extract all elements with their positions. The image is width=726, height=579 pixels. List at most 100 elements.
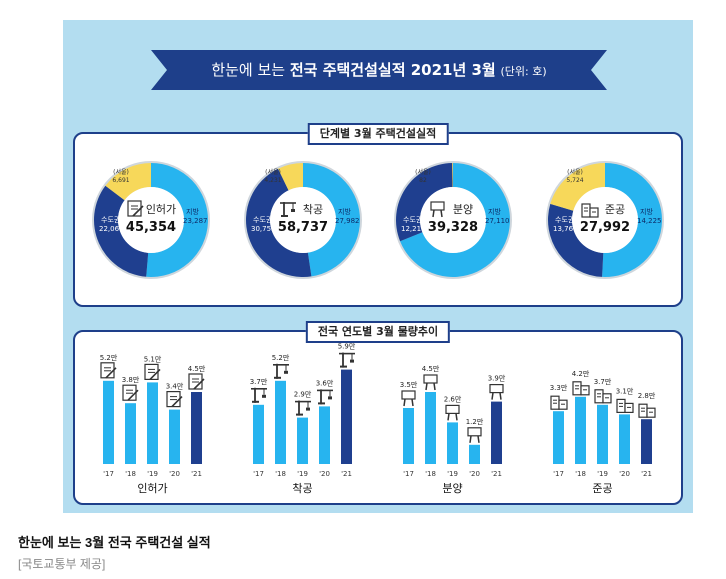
crane-icon — [273, 363, 289, 379]
local-label: 지방 — [186, 207, 199, 216]
stage-panel-title: 단계별 3월 주택건설실적 — [307, 123, 449, 145]
donut-slice-local — [146, 163, 209, 277]
bar — [253, 404, 264, 464]
bar — [447, 422, 458, 464]
donut-slice-local — [303, 163, 361, 277]
bar — [425, 392, 436, 464]
image-caption: 한눈에 보는 3월 전국 주택건설 실적 — [18, 535, 211, 550]
x-tick-label: '17 — [553, 470, 564, 478]
building-icon — [616, 398, 634, 414]
bar-value-label: 5.1만 — [144, 354, 162, 363]
bar-value-label: 4.5만 — [188, 364, 206, 373]
x-tick-label: '20 — [319, 470, 330, 478]
title-main: 전국 주택건설실적 2021년 3월 — [289, 61, 496, 79]
donut-total: 58,737 — [278, 220, 328, 235]
bar-group-title: 인허가 — [137, 482, 167, 495]
infographic: 한눈에 보는 전국 주택건설실적 2021년 3월 (단위: 호) 단계별 3월… — [63, 20, 693, 513]
x-tick-label: '20 — [619, 470, 630, 478]
bar-value-label: 3.9만 — [488, 374, 506, 383]
crane-icon — [251, 387, 267, 403]
donut-title: 분양 — [453, 203, 473, 216]
local-label: 지방 — [640, 207, 653, 216]
bar — [641, 419, 652, 464]
bar-charts: 5.2만 '17 3.8만 '18 5.1만 '19 3.4만 '20 4.5만 '21 인허가 3.… — [100, 342, 656, 495]
bar — [319, 406, 330, 464]
bar — [469, 444, 480, 464]
infographic-title: 한눈에 보는 전국 주택건설실적 2021년 3월 (단위: 호) — [151, 50, 607, 90]
bar — [619, 414, 630, 464]
x-tick-label: '18 — [275, 470, 286, 478]
crane-icon — [317, 389, 333, 405]
bar-value-label: 3.5만 — [400, 380, 418, 389]
donut-total: 39,328 — [428, 220, 478, 235]
bar-value-label: 2.8만 — [638, 391, 656, 400]
building-icon — [572, 381, 590, 396]
seoul-label: (서울) — [415, 168, 431, 176]
bar — [297, 417, 308, 464]
donut-slice-seoul — [452, 163, 453, 188]
x-tick-label: '20 — [469, 470, 480, 478]
title-prefix: 한눈에 보는 — [211, 61, 286, 79]
seoul-value: 6,691 — [112, 177, 129, 184]
crane-icon — [295, 400, 311, 416]
x-tick-label: '17 — [103, 470, 114, 478]
bar-group-title: 착공 — [292, 482, 312, 495]
x-tick-label: '21 — [341, 470, 352, 478]
title-unit: (단위: 호) — [500, 65, 547, 78]
donut-slice-seoul — [550, 163, 605, 211]
permit-document-icon — [188, 373, 205, 390]
building-icon — [550, 395, 568, 410]
donut-total: 45,354 — [126, 220, 176, 235]
donut-slice-seoul — [105, 163, 151, 201]
x-tick-label: '18 — [425, 470, 436, 478]
donut-charts: 인허가45,354지방23,287수도권22,067(서울)6,691착공58,… — [92, 161, 664, 279]
bar — [553, 411, 564, 464]
capital-value: 13,767 — [553, 225, 578, 233]
capital-label: 수도권 — [253, 216, 272, 224]
x-tick-label: '17 — [403, 470, 414, 478]
bar-value-label: 3.7만 — [250, 377, 268, 386]
bar-value-label: 3.6만 — [316, 378, 334, 387]
capital-label: 수도권 — [101, 216, 120, 224]
building-icon — [581, 203, 599, 218]
donut-total: 27,992 — [580, 220, 630, 235]
bar-value-label: 2.6만 — [444, 394, 462, 403]
permit-document-icon — [166, 390, 183, 408]
permit-document-icon — [100, 362, 117, 379]
bar-value-label: 5.2만 — [272, 353, 290, 362]
bar-value-label: 3.1만 — [616, 386, 634, 395]
x-tick-label: '21 — [491, 470, 502, 478]
x-tick-label: '20 — [169, 470, 180, 478]
x-tick-label: '19 — [297, 470, 308, 478]
donut-title: 착공 — [303, 203, 323, 216]
crane-icon — [339, 352, 355, 368]
bar-group-4: 3.3만 '17 4.2만 '18 3.7만 '19 3.1만 '20 2.8만 '21 준공 — [550, 369, 656, 495]
x-tick-label: '19 — [597, 470, 608, 478]
bar — [341, 369, 352, 464]
trend-panel-title: 전국 연도별 3월 물량추이 — [305, 321, 451, 343]
permit-document-icon — [144, 363, 161, 380]
title-banner: 한눈에 보는 전국 주택건설실적 2021년 3월 (단위: 호) — [151, 50, 607, 90]
local-value: 14,225 — [637, 217, 662, 225]
donut-title: 인허가 — [146, 203, 176, 216]
bar-value-label: 1.2만 — [466, 417, 484, 426]
building-icon — [638, 403, 656, 418]
bar-value-label: 3.8만 — [122, 375, 140, 384]
donut-title: 준공 — [605, 203, 625, 216]
bar — [597, 404, 608, 464]
bar-value-label: 3.7만 — [594, 377, 612, 386]
bar — [403, 408, 414, 464]
bar — [575, 396, 586, 464]
x-tick-label: '18 — [575, 470, 586, 478]
bar — [275, 380, 286, 464]
bar-value-label: 2.9만 — [294, 390, 312, 399]
donut-slice-local — [400, 163, 511, 277]
bar-group-3: 3.5만 '17 4.5만 '18 2.6만 '19 1.2만 '20 3.9만 '21 분양 — [400, 364, 506, 495]
donut-slice-capital — [548, 203, 604, 277]
local-value: 27,982 — [335, 217, 360, 225]
bar — [147, 382, 158, 464]
x-tick-label: '18 — [125, 470, 136, 478]
local-value: 27,110 — [485, 217, 510, 225]
